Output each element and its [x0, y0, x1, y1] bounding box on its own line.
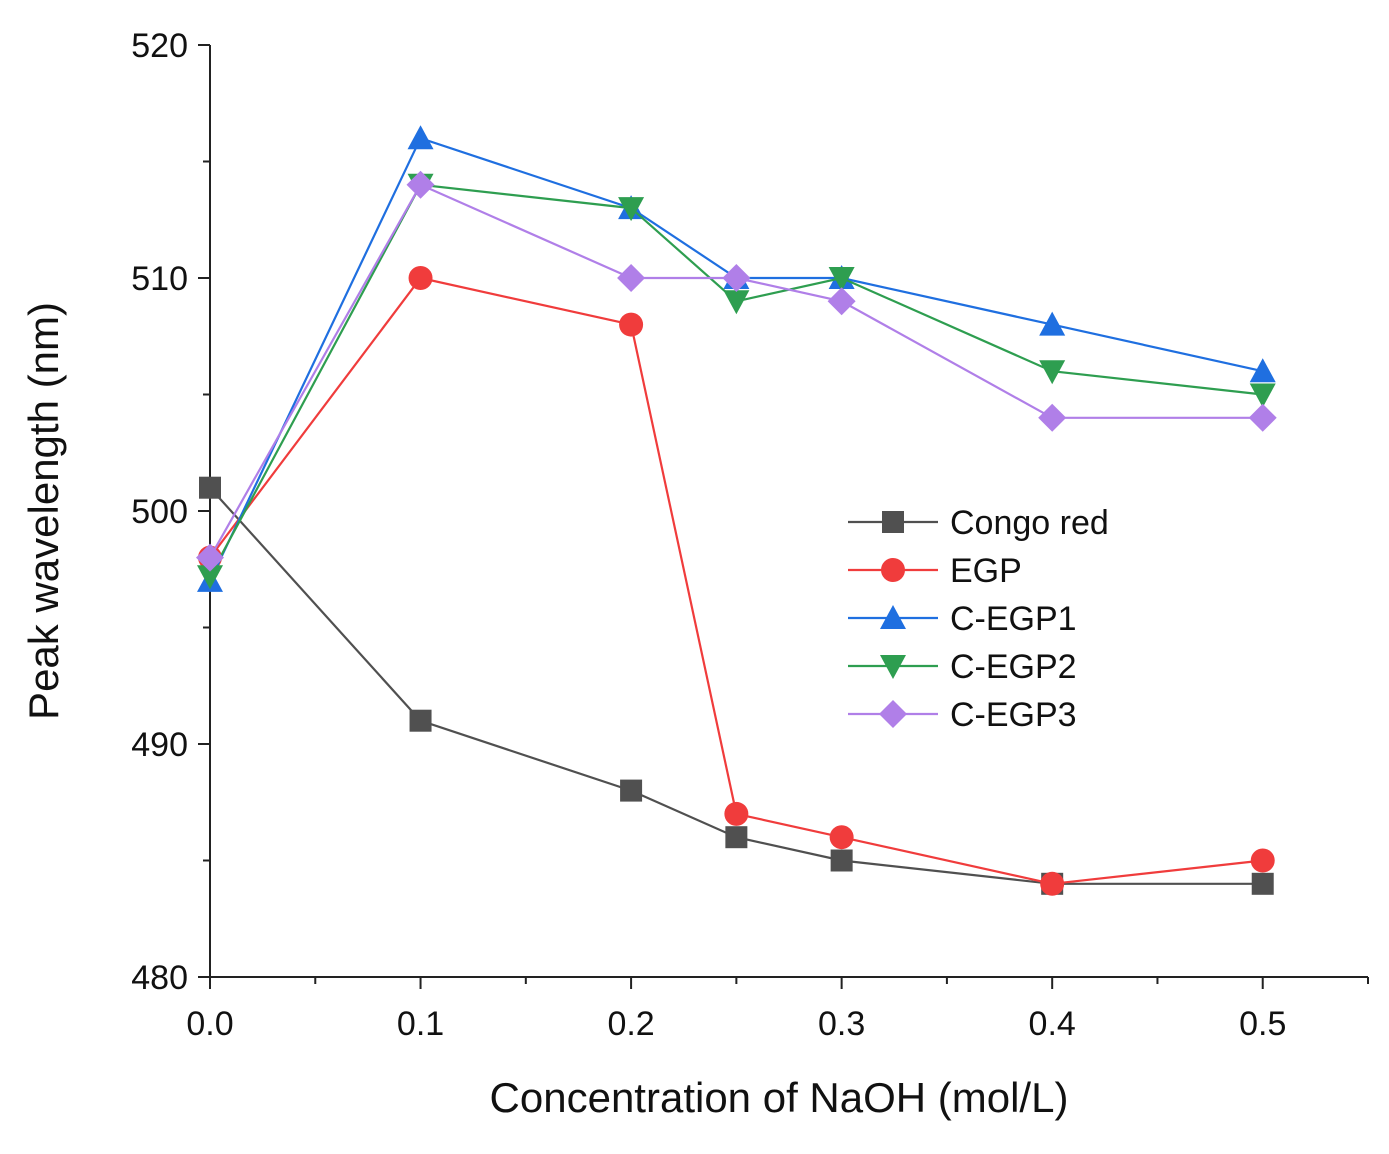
- data-point: [617, 264, 646, 292]
- data-point: [199, 476, 221, 499]
- data-point: [1249, 358, 1276, 383]
- data-point: [406, 170, 435, 199]
- legend-marker: [881, 558, 905, 582]
- data-point: [1040, 871, 1065, 896]
- data-point: [408, 266, 433, 290]
- legend-label: C-EGP1: [950, 600, 1077, 638]
- data-point: [1250, 848, 1275, 873]
- series-egp: [198, 266, 1275, 896]
- series-c-egp3: [196, 170, 1277, 572]
- legend-marker: [880, 655, 906, 679]
- legend-item: C-EGP3: [848, 696, 1077, 734]
- y-tick-label: 500: [131, 493, 188, 531]
- y-tick-label: 520: [131, 27, 188, 65]
- data-point: [618, 197, 645, 222]
- legend-item: C-EGP2: [848, 648, 1077, 686]
- legend-label: C-EGP3: [950, 696, 1077, 734]
- data-point: [1249, 383, 1276, 408]
- legend-label: EGP: [950, 552, 1022, 590]
- series-c-egp2: [197, 173, 1276, 590]
- x-tick-label: 0.0: [186, 1005, 233, 1043]
- legend-marker: [880, 605, 906, 629]
- data-point: [1248, 403, 1277, 432]
- y-axis-title: Peak wavelength (nm): [20, 302, 67, 720]
- axes: 0.0 0.1 0.2 0.3 0.4 0.5 480 490 500 510 520: [131, 27, 1369, 1043]
- data-point: [724, 801, 749, 826]
- data-point: [830, 849, 853, 872]
- data-point: [620, 779, 643, 802]
- x-tick-label: 0.2: [607, 1005, 654, 1043]
- data-point: [827, 287, 856, 316]
- data-point: [1039, 360, 1066, 385]
- data-point: [722, 264, 751, 292]
- data-point: [725, 826, 748, 849]
- y-tick-label: 490: [131, 726, 188, 764]
- y-tick-label: 510: [131, 260, 188, 298]
- x-tick-label: 0.4: [1029, 1005, 1076, 1043]
- data-point: [723, 290, 750, 315]
- series-line: [209, 183, 1263, 559]
- legend-item: EGP: [848, 552, 1022, 590]
- legend: Congo red EGP C-EGP1 C-EGP2 C-EGP3: [848, 504, 1109, 734]
- data-point: [828, 267, 855, 291]
- data-point: [619, 312, 644, 337]
- legend-label: C-EGP2: [950, 648, 1077, 686]
- legend-label: Congo red: [950, 504, 1109, 542]
- data-point: [1038, 403, 1067, 432]
- data-point: [196, 543, 224, 572]
- data-point: [829, 825, 854, 850]
- y-tick-label: 480: [131, 959, 188, 997]
- data-point: [409, 709, 432, 732]
- data-point: [407, 125, 434, 150]
- data-point: [1251, 872, 1274, 895]
- legend-marker: [882, 511, 904, 533]
- series-congo-red: [199, 476, 1274, 895]
- data-point: [1039, 311, 1066, 336]
- legend-marker: [879, 700, 907, 728]
- x-tick-label: 0.3: [818, 1005, 865, 1043]
- series-layer: [196, 125, 1277, 896]
- x-axis-title: Concentration of NaOH (mol/L): [490, 1074, 1069, 1121]
- legend-item: C-EGP1: [848, 600, 1077, 638]
- x-tick-label: 0.5: [1239, 1005, 1286, 1043]
- legend-item: Congo red: [848, 504, 1109, 542]
- data-point: [197, 565, 223, 590]
- series-line: [209, 276, 1263, 885]
- x-tick-label: 0.1: [397, 1005, 444, 1043]
